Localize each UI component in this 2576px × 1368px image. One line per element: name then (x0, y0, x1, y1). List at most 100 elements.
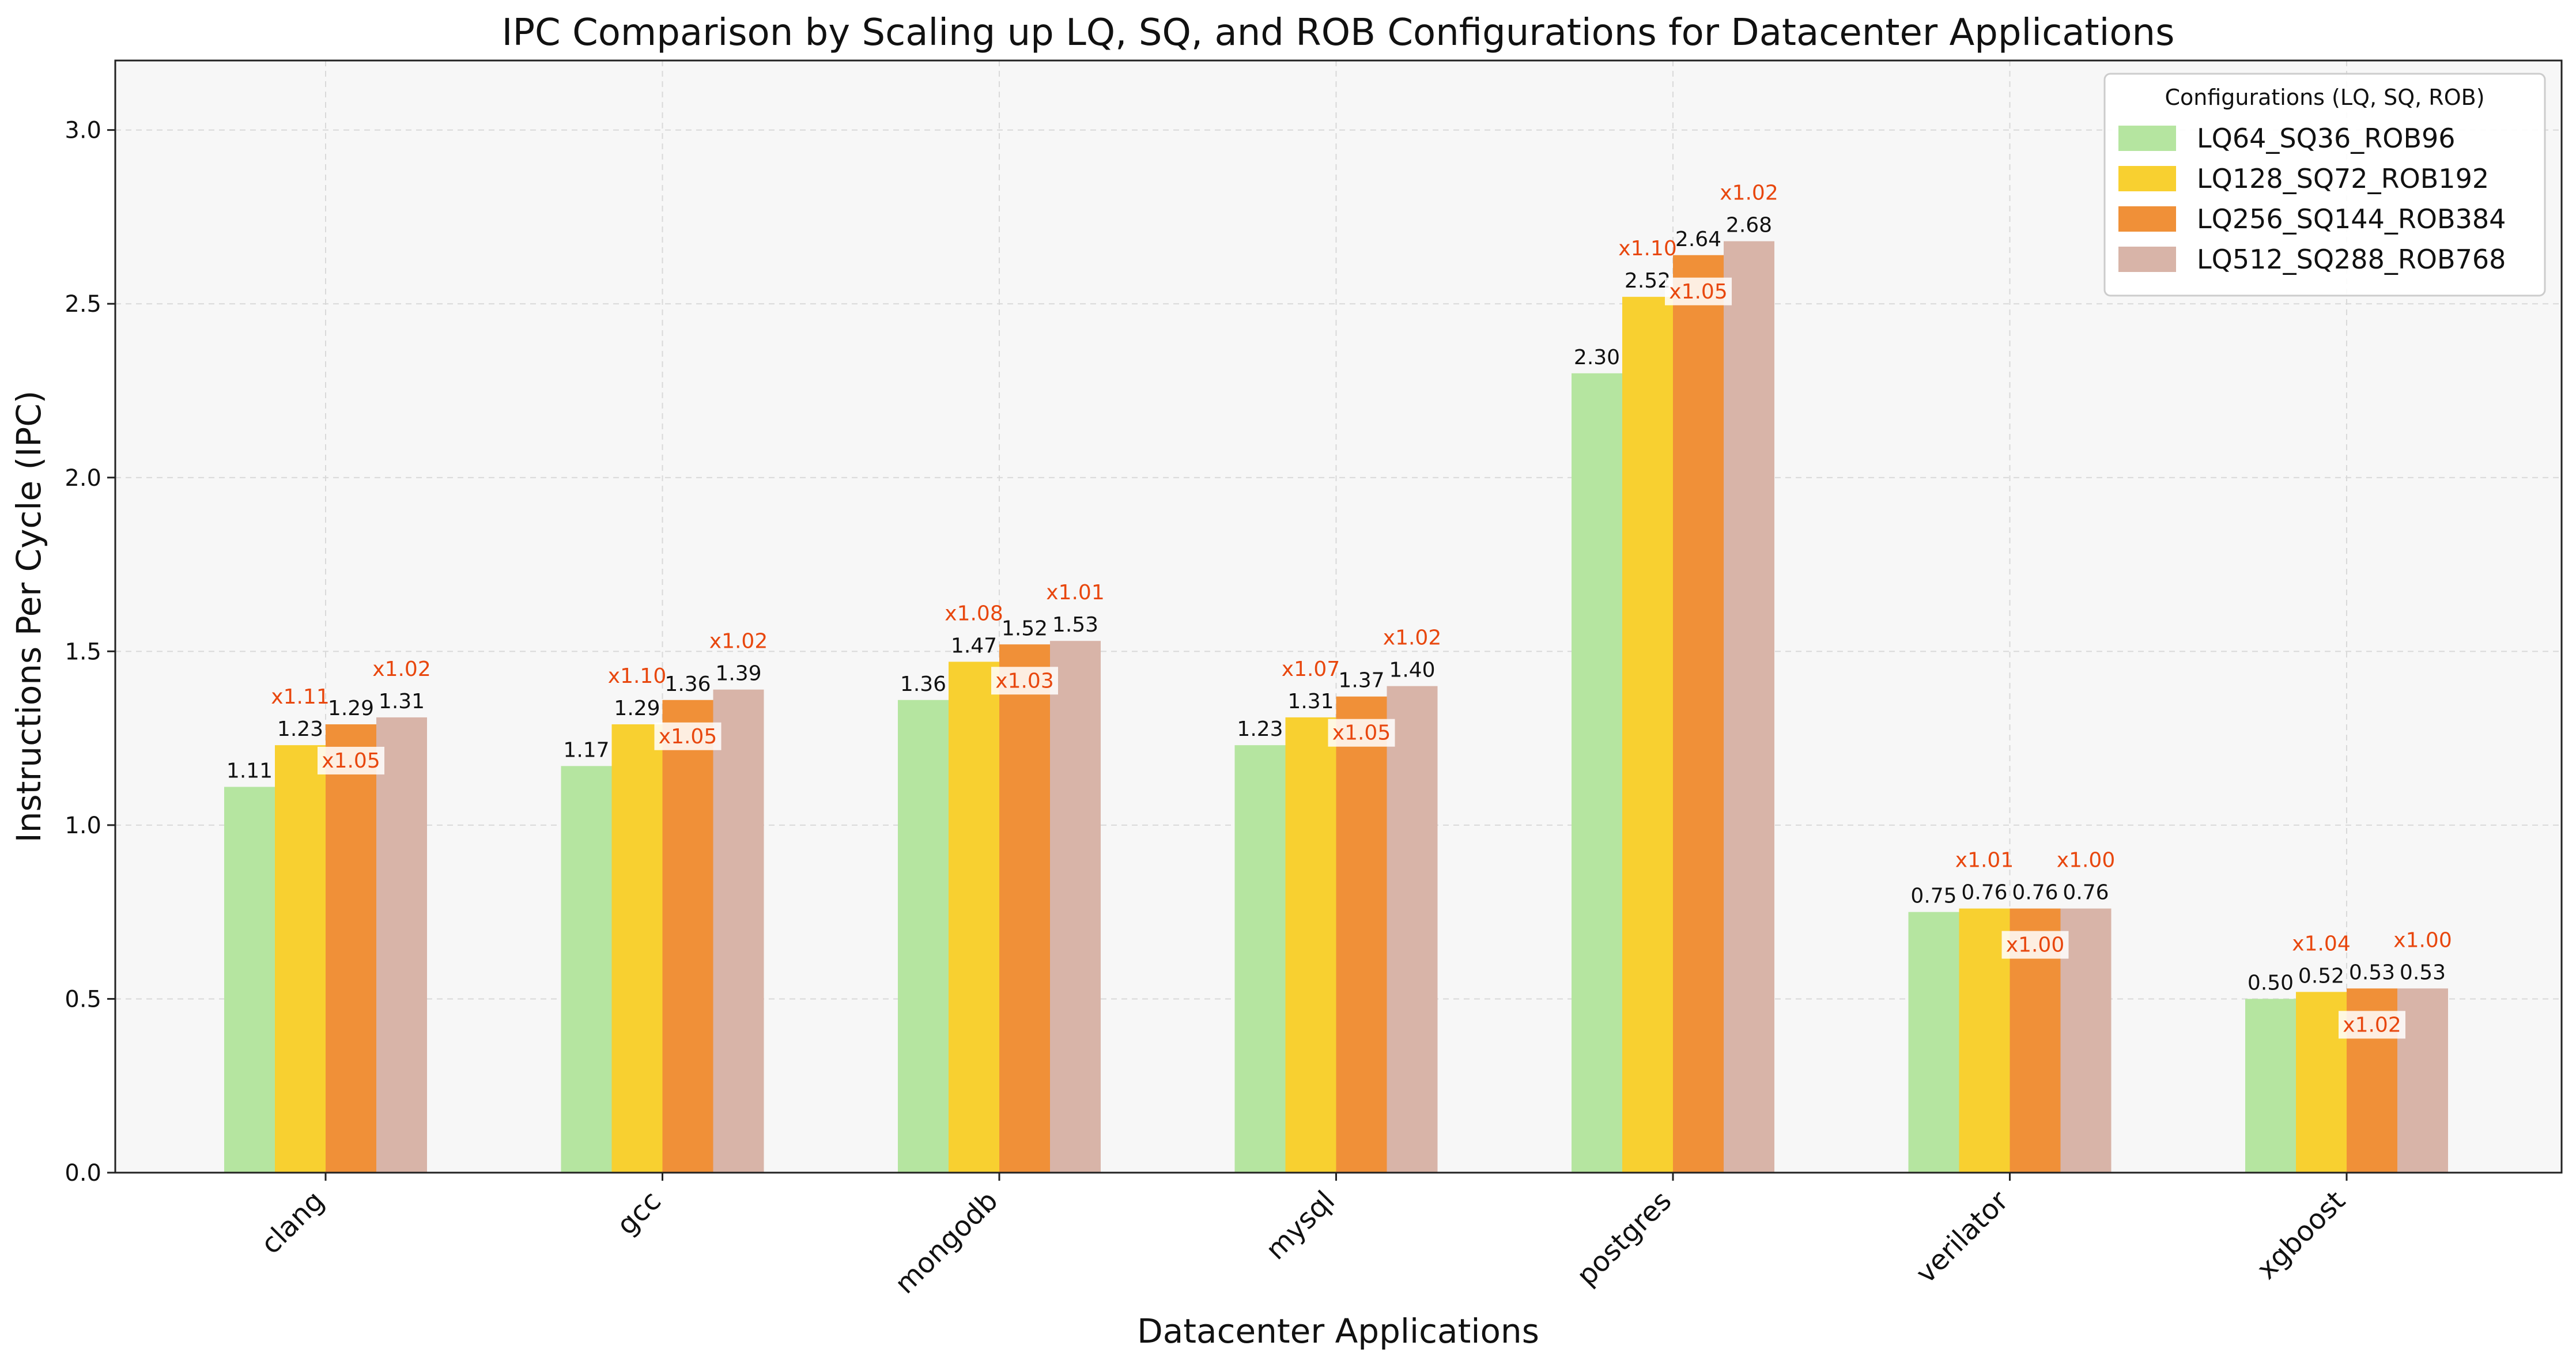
bar (713, 689, 764, 1173)
bar-value-label: 1.40 (1389, 659, 1435, 682)
bar-value-label: 0.76 (2063, 881, 2109, 905)
bar (275, 745, 326, 1173)
bar (376, 717, 427, 1173)
speedup-label: x1.00 (2006, 934, 2064, 957)
y-tick-label: 2.0 (65, 465, 101, 492)
legend-swatch (2118, 166, 2176, 191)
chart-title: IPC Comparison by Scaling up LQ, SQ, and… (502, 12, 2175, 54)
speedup-label-bg (1328, 719, 1395, 747)
bar (2397, 988, 2448, 1173)
speedup-label: x1.01 (1955, 849, 2014, 872)
bar-value-label: 2.30 (1574, 346, 1620, 369)
speedup-label: x1.08 (945, 602, 1003, 625)
bar-value-label: 0.75 (1910, 885, 1956, 908)
speedup-label: x1.07 (1282, 657, 1340, 681)
bar-value-label: 2.64 (1675, 228, 1721, 251)
bar (1724, 241, 1774, 1173)
speedup-label: x1.00 (2057, 849, 2115, 872)
bar (1673, 255, 1724, 1173)
bar (2245, 999, 2296, 1173)
x-axis-label: Datacenter Applications (1137, 1312, 1539, 1351)
speedup-label: x1.05 (322, 749, 380, 773)
legend: Configurations (LQ, SQ, ROB) LQ64_SQ36_R… (2103, 73, 2546, 297)
bar-value-label: 2.52 (1625, 269, 1671, 293)
speedup-label: x1.00 (2393, 928, 2452, 952)
bar (1234, 745, 1286, 1173)
bar (561, 766, 612, 1173)
bar-value-label: 1.37 (1338, 669, 1384, 693)
speedup-label: x1.02 (1720, 182, 1778, 205)
bar (949, 662, 999, 1173)
bar-value-label: 2.68 (1726, 214, 1772, 237)
y-tick-label: 3.0 (65, 118, 101, 144)
speedup-label: x1.02 (372, 657, 430, 681)
legend-title: Configurations (LQ, SQ, ROB) (2165, 85, 2484, 110)
legend-label: LQ256_SQ144_ROB384 (2197, 203, 2506, 235)
speedup-label: x1.03 (995, 669, 1053, 693)
bar (898, 700, 949, 1173)
bar (1387, 686, 1438, 1173)
bar-value-label: 0.52 (2298, 964, 2344, 988)
legend-swatch (2118, 206, 2176, 232)
speedup-label: x1.05 (1332, 721, 1391, 745)
bar-value-label: 1.36 (900, 672, 946, 696)
bar-value-label: 0.76 (2012, 881, 2058, 905)
speedup-label-bg (991, 667, 1058, 695)
bar-value-label: 1.17 (563, 738, 609, 762)
speedup-label-bg (1665, 277, 1732, 305)
speedup-label: x1.11 (271, 685, 329, 709)
speedup-label: x1.02 (2343, 1013, 2401, 1037)
bar-value-label: 0.53 (2400, 961, 2446, 984)
bar-value-label: 0.53 (2349, 961, 2395, 984)
bar-value-label: 1.39 (715, 662, 761, 686)
speedup-label-bg (654, 722, 722, 750)
legend-box (2103, 73, 2546, 297)
plot-frame (114, 59, 2563, 1174)
y-tick-label: 1.0 (65, 813, 101, 839)
label-layer: 1.111.171.361.232.300.750.501.231.291.47… (226, 182, 2452, 1039)
bar (1572, 373, 1622, 1173)
bar (326, 724, 376, 1173)
bar-value-label: 1.23 (1237, 717, 1283, 741)
legend-entries: LQ64_SQ36_ROB96 LQ128_SQ72_ROB192 LQ256_SQ… (2118, 123, 2506, 275)
bar-value-label: 1.36 (664, 672, 711, 696)
y-tick-label: 0.0 (65, 1160, 101, 1186)
legend-label: LQ64_SQ36_ROB96 (2197, 123, 2456, 154)
bar (662, 700, 713, 1173)
speedup-label: x1.10 (1618, 237, 1676, 260)
bar (1908, 912, 1959, 1173)
speedup-label: x1.02 (1383, 626, 1441, 650)
y-axis-label: Instructions Per Cycle (IPC) (9, 391, 48, 843)
speedup-label-bg (2339, 1011, 2405, 1039)
bar-layer (224, 241, 2448, 1173)
bar-value-label: 1.31 (1287, 690, 1334, 713)
y-tick-label: 2.5 (65, 291, 101, 318)
bar (1285, 717, 1336, 1173)
bar (1336, 696, 1387, 1173)
legend-swatch (2118, 247, 2176, 272)
speedup-label: x1.10 (608, 664, 666, 688)
bar-value-label: 1.29 (328, 697, 374, 720)
bar-value-label: 0.50 (2248, 971, 2294, 995)
bar (2060, 908, 2112, 1173)
bar (1050, 641, 1101, 1173)
speedup-label: x1.04 (2292, 932, 2350, 955)
bar (1622, 297, 1673, 1173)
bar (1959, 908, 2010, 1173)
bar-value-label: 1.53 (1052, 613, 1098, 637)
speedup-label-bg (318, 746, 384, 774)
bar-value-label: 1.23 (277, 717, 323, 741)
bar (999, 644, 1050, 1173)
y-tick-label: 1.5 (65, 638, 101, 665)
bar-value-label: 1.52 (1002, 617, 1048, 640)
speedup-label: x1.05 (659, 725, 717, 749)
bar-value-label: 1.29 (614, 697, 660, 720)
bar-value-label: 0.76 (1961, 881, 2007, 905)
bar-value-label: 1.47 (951, 634, 997, 657)
legend-label: LQ512_SQ288_ROB768 (2197, 244, 2506, 275)
speedup-label: x1.02 (709, 630, 768, 653)
y-tick-label: 0.5 (65, 986, 101, 1012)
bar (611, 724, 663, 1173)
